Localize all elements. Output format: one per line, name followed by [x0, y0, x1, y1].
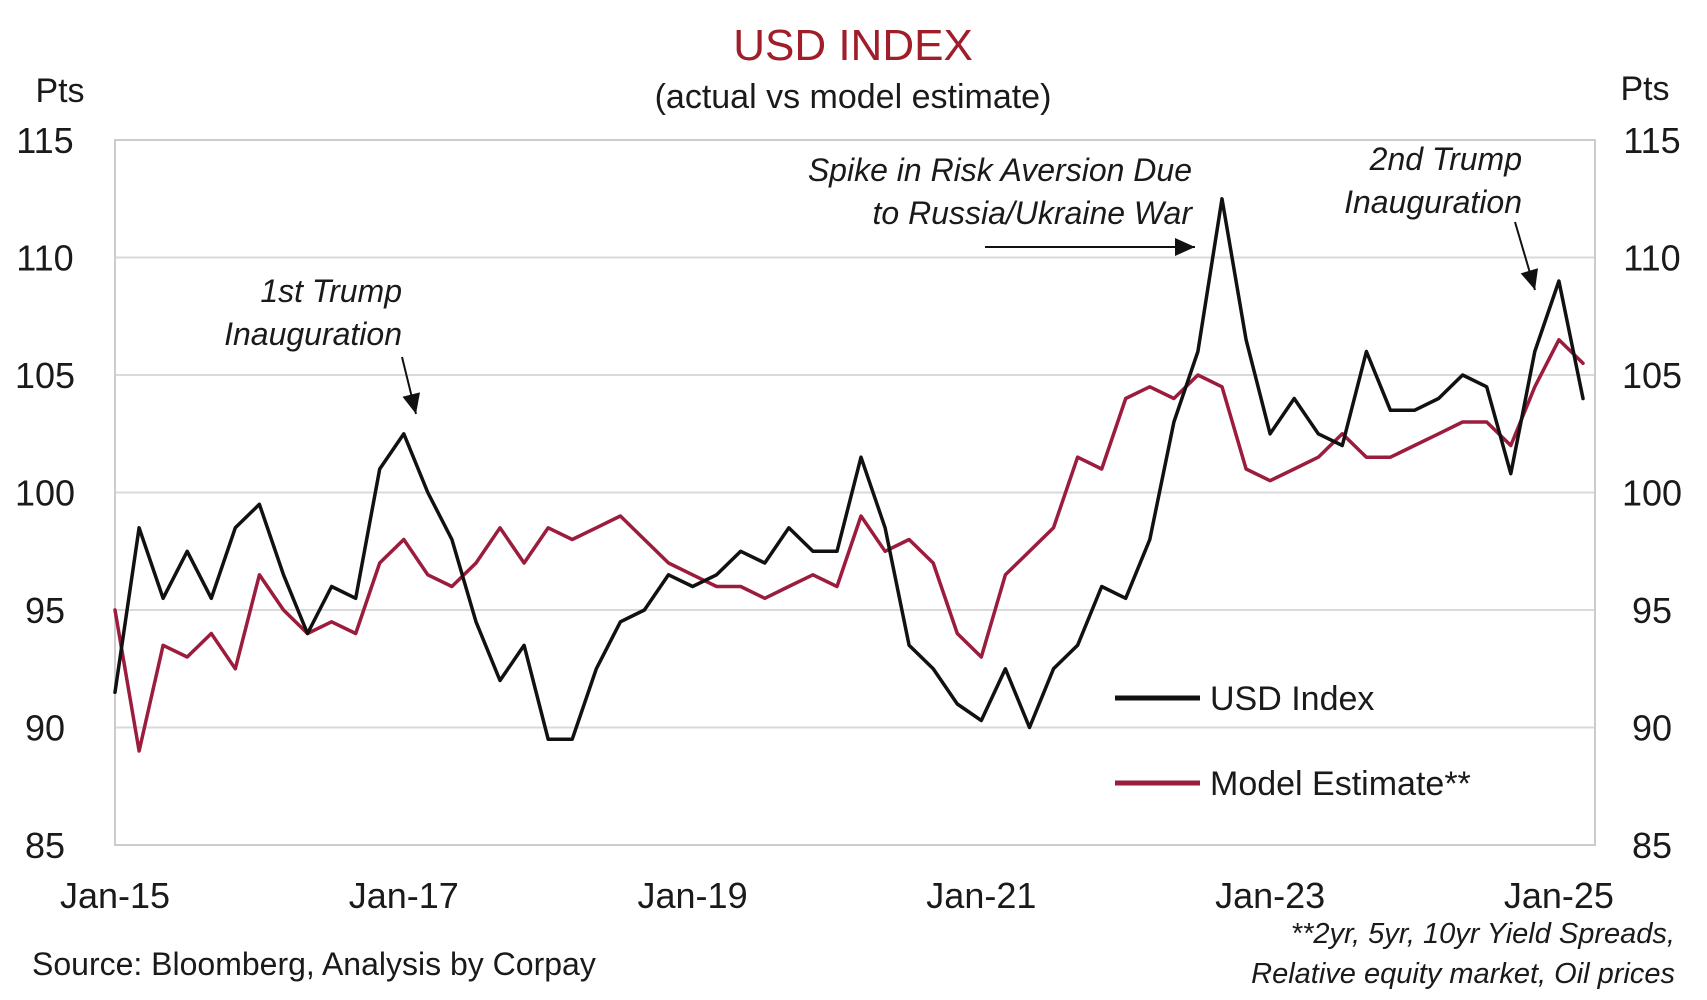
- legend-label-model-estimate: Model Estimate**: [1210, 765, 1471, 803]
- annotation-first-trump: 1st Trump Inauguration: [224, 273, 402, 352]
- series-lines: [113, 197, 1585, 753]
- series-line-model-estimate: [113, 338, 1585, 753]
- y-tick-label-right: 85: [1632, 825, 1672, 866]
- y-axis-unit-right: Pts: [1620, 70, 1669, 108]
- y-axis-unit-left: Pts: [35, 72, 84, 110]
- annotation-russia-ukraine-line2: to Russia/Ukraine War: [872, 195, 1193, 231]
- y-tick-label-right: 100: [1622, 473, 1682, 514]
- y-tick-label-left: 105: [15, 355, 75, 396]
- chart-title: USD INDEX: [733, 21, 973, 70]
- y-tick-label-right: 115: [1623, 120, 1680, 161]
- y-tick-label-left: 110: [16, 238, 73, 279]
- source-note: Source: Bloomberg, Analysis by Corpay: [32, 946, 596, 982]
- annotation-second-trump: 2nd Trump Inauguration: [1344, 141, 1522, 220]
- x-tick-label: Jan-19: [638, 875, 748, 916]
- annotation-first-trump-line2: Inauguration: [224, 316, 402, 352]
- y-tick-label-left: 90: [25, 708, 65, 749]
- annotation-second-trump-line2: Inauguration: [1344, 184, 1522, 220]
- y-tick-label-left: 85: [25, 825, 65, 866]
- y-axis-left: 115 110 105 100 95 90 85: [15, 120, 75, 866]
- annotation-first-trump-line1: 1st Trump: [260, 273, 402, 309]
- y-tick-label-right: 95: [1632, 590, 1672, 631]
- x-tick-label: Jan-17: [349, 875, 459, 916]
- x-tick-label: Jan-25: [1504, 875, 1614, 916]
- x-tick-label: Jan-21: [926, 875, 1036, 916]
- y-tick-label-right: 110: [1623, 238, 1680, 279]
- y-tick-label-right: 105: [1622, 355, 1682, 396]
- legend-label-usd-index: USD Index: [1210, 680, 1374, 718]
- annotation-arrowhead: [1520, 268, 1538, 290]
- footnote-line2: Relative equity market, Oil prices: [1251, 958, 1675, 990]
- y-tick-label-left: 100: [15, 473, 75, 514]
- annotations: 1st Trump Inauguration Spike in Risk Ave…: [224, 141, 1538, 415]
- legend: USD Index Model Estimate**: [1115, 680, 1471, 803]
- footnote-line1: **2yr, 5yr, 10yr Yield Spreads,: [1291, 918, 1675, 950]
- annotation-arrowhead: [402, 392, 420, 414]
- annotation-russia-ukraine-line1: Spike in Risk Aversion Due: [808, 152, 1192, 188]
- y-axis-right: 115 110 105 100 95 90 85: [1622, 120, 1682, 866]
- x-tick-label: Jan-15: [60, 875, 170, 916]
- gridlines: [115, 139, 1595, 846]
- chart-subtitle: (actual vs model estimate): [655, 78, 1052, 116]
- y-tick-label-left: 95: [25, 590, 65, 631]
- plot-area: [114, 139, 1596, 846]
- annotation-second-trump-line1: 2nd Trump: [1369, 141, 1522, 177]
- y-tick-label-left: 115: [16, 120, 73, 161]
- x-tick-label: Jan-23: [1215, 875, 1325, 916]
- x-axis: Jan-15 Jan-17 Jan-19 Jan-21 Jan-23 Jan-25: [60, 875, 1614, 916]
- y-tick-label-right: 90: [1632, 708, 1672, 749]
- annotation-arrowhead: [1175, 238, 1195, 256]
- annotation-russia-ukraine: Spike in Risk Aversion Due to Russia/Ukr…: [808, 152, 1194, 231]
- series-line-usd-index: [113, 197, 1585, 742]
